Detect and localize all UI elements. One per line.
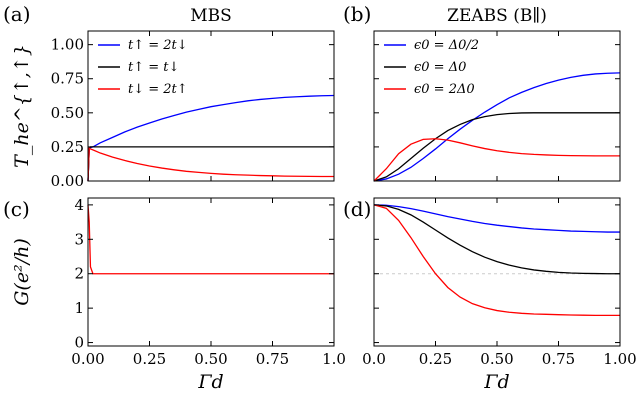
panel-label: (d) <box>343 197 371 221</box>
series-line-c-0 <box>87 204 334 275</box>
legend-entry: t↑ = t↓ <box>128 60 179 75</box>
series-line-a-0 <box>87 94 335 182</box>
y-tick-label: 4 <box>74 196 84 214</box>
series-line-b-0 <box>373 72 621 182</box>
axes-frame <box>373 197 621 347</box>
y-tick-label: 3 <box>74 230 84 248</box>
panel-a: 0.00 0.25 0.50 0.75 1.00 (a) MBS T_he^{↑,↑} t↑ =… <box>3 2 335 190</box>
y-tick-label: 0.50 <box>51 104 84 122</box>
axes-frame <box>87 30 335 182</box>
x-tick-label: 0.0 <box>362 350 386 368</box>
x-tick-label: 1.0 <box>322 350 346 368</box>
panel-title: ZEABS (B∥) <box>447 6 547 26</box>
x-axis-label: Γd <box>197 371 223 393</box>
x-tick-label: 0.75 <box>542 350 575 368</box>
x-tick-label: 0.25 <box>419 350 452 368</box>
series-line-b-1 <box>373 112 620 182</box>
y-tick-label: 0.75 <box>51 70 84 88</box>
x-tick-label: 0.50 <box>194 350 227 368</box>
legend-entry: t↑ = 2t↓ <box>128 38 188 53</box>
y-tick-label: 1.00 <box>51 36 84 54</box>
x-axis-label: Γd <box>483 371 509 393</box>
y-tick-label: 0.00 <box>51 172 84 190</box>
panel-title: MBS <box>190 6 232 26</box>
series-line-d-1 <box>373 204 620 275</box>
y-tick-label: 2 <box>74 265 84 283</box>
legend-entry: ϵ0 = Δ0 <box>414 60 466 75</box>
legend-entry: ϵ0 = 2Δ0 <box>414 82 475 97</box>
panel-c: 0.00 0.25 0.50 0.75 1.0 0 1 2 3 4 (c) G(e²/h) Γd <box>3 196 346 393</box>
series-line-a-2 <box>87 147 334 182</box>
y-tick-label: 1 <box>74 299 84 317</box>
y-tick-label: 0.25 <box>51 138 84 156</box>
legend-entry: ϵ0 = Δ0/2 <box>414 38 479 53</box>
axes-frame <box>87 197 335 347</box>
y-axis-label: T_he^{↑,↑} <box>11 44 33 168</box>
legend-entry: t↓ = 2t↑ <box>128 82 188 97</box>
series-line-b-2 <box>373 138 620 182</box>
panel-label: (b) <box>343 2 371 26</box>
panel-d: 0.0 0.25 0.50 0.75 1.00 (d) Γd <box>343 197 636 393</box>
panel-label: (a) <box>3 2 31 26</box>
x-tick-label: 0.50 <box>480 350 513 368</box>
series-line-d-0 <box>373 204 620 233</box>
y-axis-label: G(e²/h) <box>11 238 33 306</box>
x-tick-label: 0.00 <box>71 350 104 368</box>
x-tick-label: 0.75 <box>256 350 289 368</box>
legend: ϵ0 = Δ0/2 ϵ0 = Δ0 ϵ0 = 2Δ0 <box>384 38 479 97</box>
panel-b: (b) ZEABS (B∥) ϵ0 = Δ0/2 ϵ0 = Δ0 ϵ0 = 2Δ0 <box>343 2 621 182</box>
panel-label: (c) <box>3 197 30 221</box>
legend: t↑ = 2t↓ t↑ = t↓ t↓ = 2t↑ <box>98 38 188 97</box>
x-tick-label: 1.00 <box>603 350 636 368</box>
y-tick-label: 0 <box>74 334 84 352</box>
series-line-d-2 <box>373 204 620 317</box>
x-tick-label: 0.25 <box>133 350 166 368</box>
